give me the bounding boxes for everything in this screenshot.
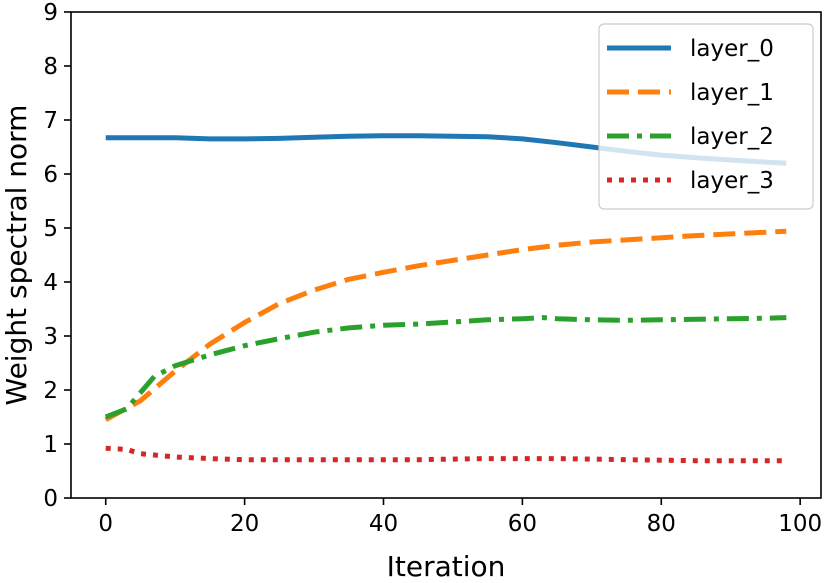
x-tick-label: 100 <box>778 511 822 537</box>
y-tick-label: 0 <box>43 486 58 512</box>
y-tick-label: 6 <box>43 162 58 188</box>
legend-box <box>598 23 814 210</box>
series-line-layer_3 <box>105 445 787 464</box>
legend-label-layer_1: layer_1 <box>690 80 774 106</box>
x-axis-ticks: 0 20 40 60 80 100 <box>98 498 822 537</box>
x-tick-label: 40 <box>369 511 398 537</box>
legend-label-layer_3: layer_3 <box>690 168 774 194</box>
series-line-layer_1 <box>104 228 787 422</box>
x-tick-label: 60 <box>508 511 537 537</box>
y-tick-label: 8 <box>43 54 58 80</box>
series-line-layer_2 <box>104 315 787 420</box>
x-tick-label: 20 <box>230 511 259 537</box>
legend-label-layer_2: layer_2 <box>690 124 774 150</box>
x-tick-label: 80 <box>647 511 676 537</box>
plot-frame <box>70 11 822 499</box>
y-tick-label: 9 <box>43 0 58 26</box>
y-axis-ticks: 0 1 2 3 4 5 6 7 8 9 <box>43 0 71 512</box>
y-tick-label: 2 <box>43 378 58 404</box>
y-tick-label: 4 <box>43 270 58 296</box>
legend: layer_0 layer_1 layer_2 layer_3 <box>598 23 814 210</box>
y-tick-label: 5 <box>43 216 58 242</box>
y-tick-label: 7 <box>43 108 58 134</box>
y-axis-label: Weight spectral norm <box>0 105 33 406</box>
y-tick-label: 3 <box>43 324 58 350</box>
x-axis-label: Iteration <box>387 550 506 583</box>
x-tick-label: 0 <box>98 511 113 537</box>
y-tick-label: 1 <box>43 432 58 458</box>
legend-label-layer_0: layer_0 <box>690 36 774 62</box>
